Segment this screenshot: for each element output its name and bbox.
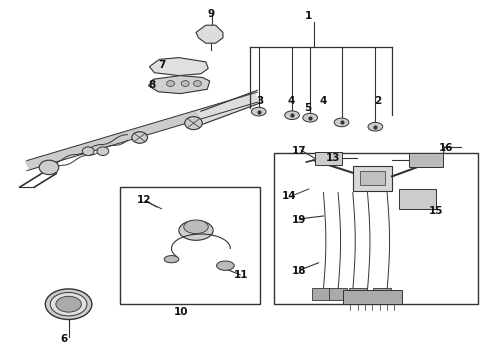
Text: 19: 19 — [292, 215, 306, 225]
Polygon shape — [196, 91, 262, 124]
Bar — [399, 189, 436, 209]
Bar — [274, 153, 478, 304]
Ellipse shape — [303, 113, 318, 122]
Circle shape — [132, 132, 147, 143]
Polygon shape — [24, 93, 260, 170]
Circle shape — [167, 81, 174, 86]
Text: 2: 2 — [374, 96, 381, 106]
Bar — [360, 171, 385, 185]
Text: 14: 14 — [282, 191, 296, 201]
Polygon shape — [148, 76, 210, 94]
Text: 17: 17 — [292, 146, 306, 156]
Circle shape — [185, 117, 202, 130]
Text: 3: 3 — [256, 96, 263, 106]
Ellipse shape — [50, 292, 87, 316]
Text: 4: 4 — [319, 96, 327, 106]
Ellipse shape — [368, 122, 383, 131]
Bar — [315, 152, 342, 165]
Text: 4: 4 — [288, 96, 295, 106]
Text: 18: 18 — [292, 266, 306, 276]
Bar — [373, 288, 391, 300]
Ellipse shape — [164, 256, 179, 263]
Bar — [409, 153, 443, 167]
Circle shape — [194, 81, 201, 86]
Text: 8: 8 — [148, 80, 155, 90]
Ellipse shape — [179, 220, 213, 240]
Bar — [353, 166, 392, 191]
Text: 1: 1 — [305, 11, 312, 21]
Ellipse shape — [217, 261, 234, 270]
Circle shape — [97, 147, 109, 156]
Bar — [312, 288, 330, 300]
Ellipse shape — [184, 220, 208, 234]
Ellipse shape — [285, 111, 299, 120]
Circle shape — [181, 81, 189, 86]
Text: 6: 6 — [60, 334, 67, 344]
Bar — [329, 288, 347, 300]
Text: 10: 10 — [174, 307, 189, 318]
Text: 16: 16 — [439, 143, 453, 153]
Bar — [349, 288, 367, 300]
Text: 7: 7 — [158, 60, 166, 70]
Text: 9: 9 — [207, 9, 214, 19]
Polygon shape — [149, 58, 208, 76]
Ellipse shape — [251, 107, 266, 116]
Text: 15: 15 — [429, 206, 443, 216]
Bar — [343, 290, 402, 304]
Text: 13: 13 — [326, 153, 341, 163]
Circle shape — [39, 160, 59, 175]
Text: 5: 5 — [304, 103, 311, 113]
Text: 12: 12 — [137, 195, 152, 205]
Ellipse shape — [45, 289, 92, 320]
Bar — [120, 187, 260, 304]
Ellipse shape — [56, 296, 81, 312]
Text: 11: 11 — [234, 270, 248, 280]
Polygon shape — [196, 25, 223, 43]
Circle shape — [82, 147, 94, 156]
Ellipse shape — [334, 118, 349, 127]
